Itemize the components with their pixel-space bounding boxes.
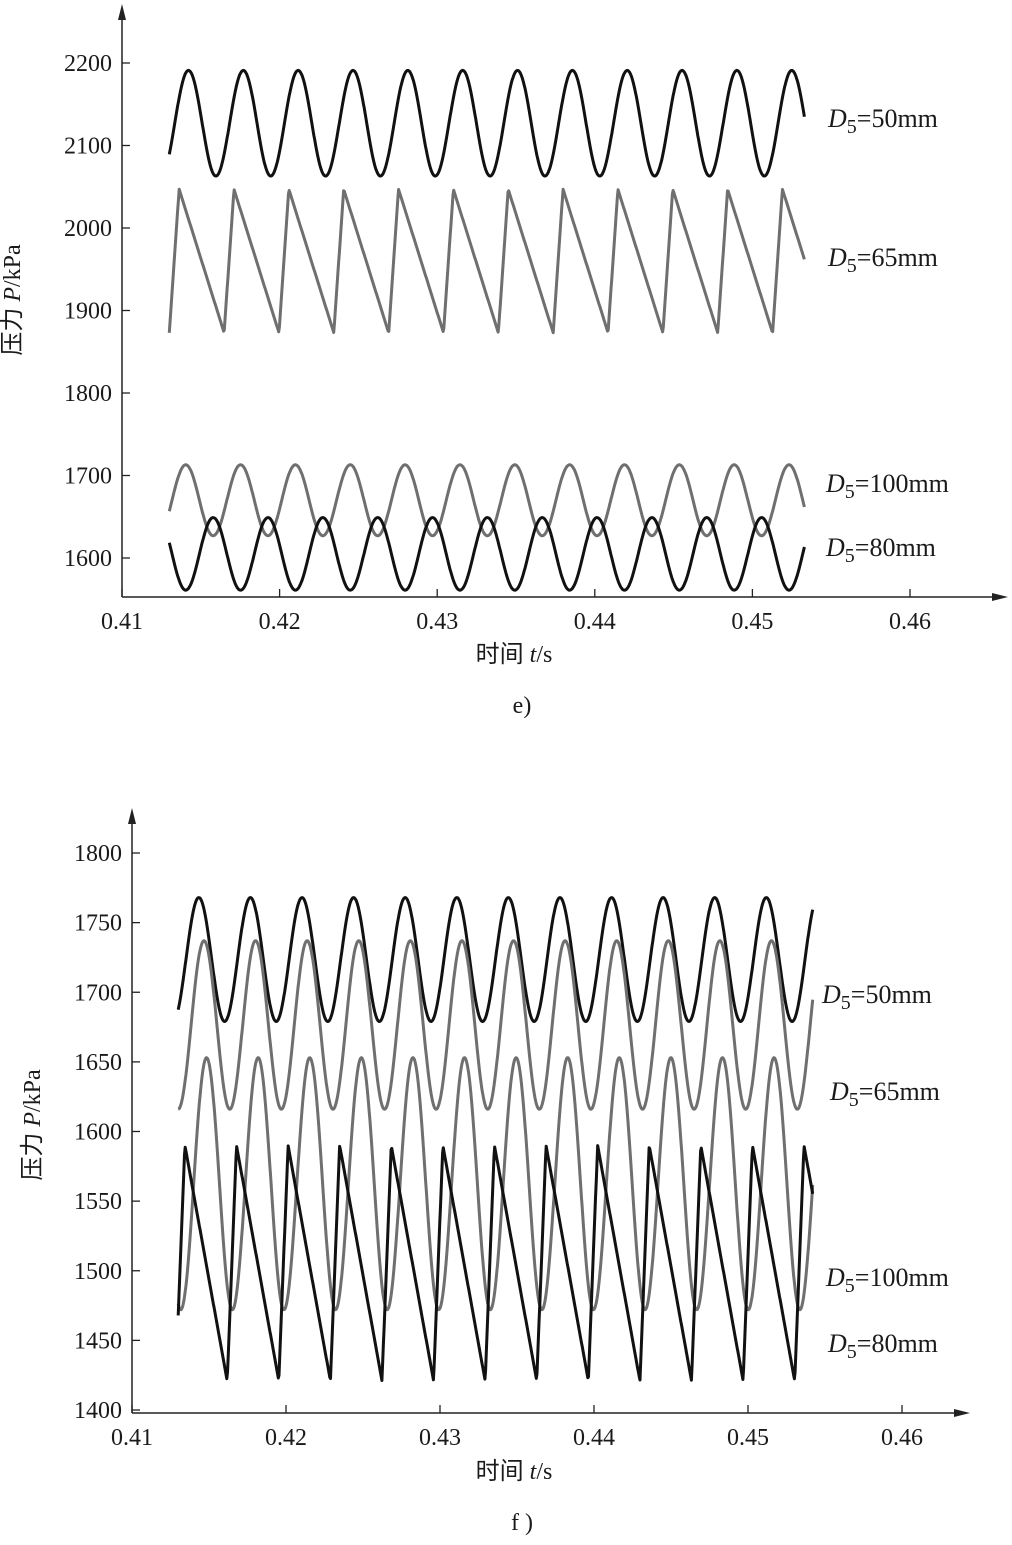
series-line-100mm: [176, 1056, 815, 1312]
y-tick-label: 1650: [74, 1050, 122, 1076]
y-axis-label-var: P: [20, 1112, 46, 1128]
series-label-rest: =100mm: [855, 1263, 949, 1292]
y-axis-label-unit: /kPa: [20, 1069, 46, 1112]
y-tick-label: 2000: [64, 216, 112, 242]
panel-label: e): [513, 693, 532, 719]
y-axis-label-prefix: 压力: [0, 302, 26, 356]
series-label: D5=50mm: [827, 104, 938, 138]
y-axis-label-prefix: 压力: [19, 1127, 46, 1181]
series-label-sub: 5: [847, 1341, 857, 1363]
series-label-sub: 5: [841, 992, 851, 1014]
series-label-sub: 5: [845, 481, 855, 503]
series-label-main: D: [825, 469, 845, 498]
series-label-rest: =100mm: [855, 469, 949, 498]
series-label-rest: =65mm: [859, 1077, 940, 1106]
y-tick-label: 1900: [64, 299, 112, 325]
series-label-main: D: [827, 1329, 847, 1358]
series-label: D5=50mm: [821, 980, 932, 1014]
x-tick-label: 0.44: [574, 609, 616, 635]
series-line-80mm: [167, 516, 806, 592]
series-label-sub: 5: [847, 116, 857, 138]
x-axis-label-unit: /s: [536, 1459, 552, 1485]
x-tick-label: 0.42: [259, 609, 301, 635]
x-tick-label: 0.41: [111, 1425, 153, 1451]
series-label-rest: =50mm: [857, 104, 938, 133]
series-label: D5=100mm: [825, 469, 949, 503]
panel-label: f ): [511, 1510, 533, 1536]
chart-panel-f: 1400 1450 1500 1550 1600 1650 1700 1750 1800 0.41…: [19, 808, 970, 1536]
y-tick-label: 1800: [74, 841, 122, 867]
series-label-main: D: [825, 1263, 845, 1292]
y-tick-label: 2100: [64, 134, 112, 160]
series-label-rest: =80mm: [857, 1329, 938, 1358]
y-tick-label: 1750: [74, 911, 122, 937]
x-axis-arrow-icon: [992, 593, 1008, 601]
x-tick-label: 0.43: [419, 1425, 461, 1451]
y-tick-label: 1550: [74, 1189, 122, 1215]
series-label-rest: =80mm: [855, 533, 936, 562]
series-line-65mm: [167, 187, 806, 335]
series-label-main: D: [827, 243, 847, 272]
x-axis-label-prefix: 时间: [476, 1458, 530, 1485]
series-label: D5=65mm: [829, 1077, 940, 1111]
series-line-100mm: [167, 463, 806, 538]
series-label-main: D: [829, 1077, 849, 1106]
x-axis-label: 时间 t/s: [476, 1458, 553, 1485]
x-tick-label: 0.41: [101, 609, 143, 635]
y-tick-label: 1800: [64, 381, 112, 407]
y-axis-arrow-icon: [118, 4, 126, 20]
x-tick-label: 0.46: [889, 609, 931, 635]
y-tick-label: 1600: [74, 1120, 122, 1146]
series-label-main: D: [825, 533, 845, 562]
x-tick-label: 0.43: [416, 609, 458, 635]
series-label-sub: 5: [845, 545, 855, 567]
y-tick-label: 1700: [64, 464, 112, 490]
series-label: D5=80mm: [827, 1329, 938, 1363]
x-tick-label: 0.44: [573, 1425, 615, 1451]
series-label-sub: 5: [849, 1089, 859, 1111]
y-tick-label: 1600: [64, 546, 112, 572]
series-label-sub: 5: [845, 1275, 855, 1297]
series-label: D5=100mm: [825, 1263, 949, 1297]
series-label-main: D: [821, 980, 841, 1009]
y-axis-label: 压力 P/kPa: [0, 244, 26, 356]
y-axis-label-var: P: [0, 287, 26, 303]
y-tick-label: 1450: [74, 1328, 122, 1354]
y-axis-label-unit: /kPa: [0, 244, 26, 287]
series-label: D5=80mm: [825, 533, 936, 567]
y-tick-label: 2200: [64, 51, 112, 77]
x-tick-label: 0.46: [881, 1425, 923, 1451]
y-axis-label: 压力 P/kPa: [19, 1069, 46, 1181]
series-line-50mm: [176, 896, 815, 1023]
x-axis-arrow-icon: [954, 1409, 970, 1417]
series-label: D5=65mm: [827, 243, 938, 277]
y-tick-label: 1400: [74, 1398, 122, 1424]
series-line-50mm: [167, 68, 806, 178]
series-label-sub: 5: [847, 255, 857, 277]
y-axis-arrow-icon: [128, 808, 136, 824]
x-axis-label-unit: /s: [536, 642, 552, 668]
y-tick-label: 1500: [74, 1259, 122, 1285]
series-line-80mm: [176, 1144, 815, 1382]
x-axis-label-prefix: 时间: [476, 641, 530, 668]
x-tick-label: 0.45: [731, 609, 773, 635]
x-tick-label: 0.45: [727, 1425, 769, 1451]
x-axis-label-var: t: [530, 1459, 538, 1485]
series-line-65mm: [177, 939, 815, 1111]
x-axis-label-var: t: [530, 642, 538, 668]
chart-panel-e: 1600 1700 1800 1900 2000 2100 2200 0.41 0.42 0.43…: [0, 4, 1008, 719]
y-tick-label: 1700: [74, 980, 122, 1006]
x-tick-label: 0.42: [265, 1425, 307, 1451]
series-label-rest: =65mm: [857, 243, 938, 272]
x-axis-label: 时间 t/s: [476, 641, 553, 668]
series-label-rest: =50mm: [851, 980, 932, 1009]
series-label-main: D: [827, 104, 847, 133]
